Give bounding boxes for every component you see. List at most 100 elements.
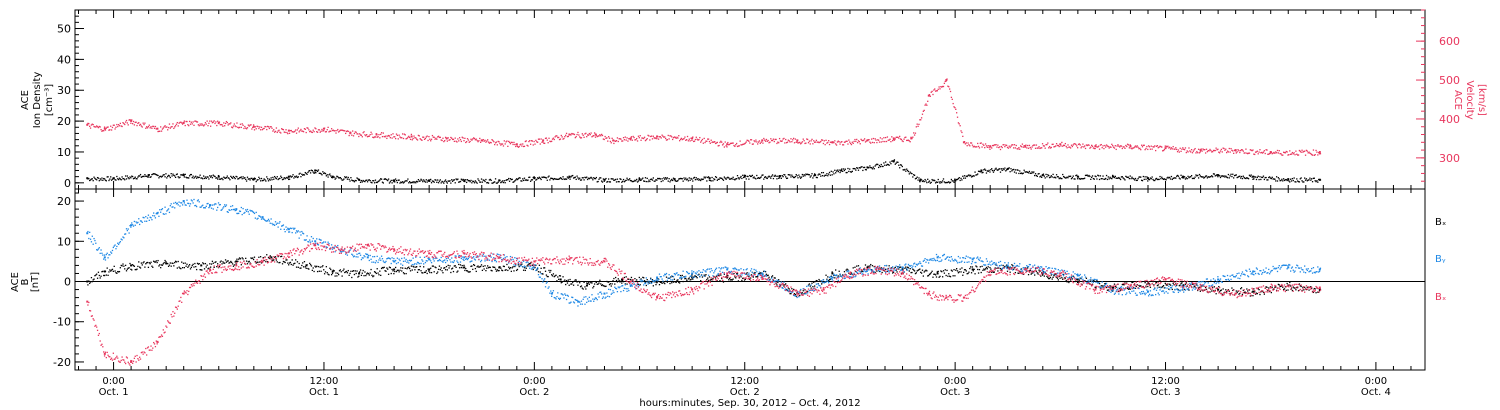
data-dot [972,175,974,177]
data-dot [112,124,114,126]
data-dot [543,176,545,178]
data-dot [1095,175,1097,178]
data-dot [971,266,974,268]
data-dot [322,242,324,244]
data-dot [503,140,505,142]
data-dot [327,241,329,243]
data-dot [926,104,928,106]
data-dot [1009,171,1011,173]
data-point [103,256,106,259]
data-dot [426,272,428,275]
data-dot [1177,149,1180,151]
data-dot [458,255,460,257]
data-dot [553,138,555,141]
data-dot [1098,145,1100,147]
data-dot [846,140,848,142]
tick-label: 30 [57,84,71,97]
data-dot [545,137,548,139]
data-dot [676,180,678,182]
data-dot [1020,145,1022,147]
data-dot [1013,171,1016,173]
data-dot [247,261,249,263]
data-dot [147,125,150,128]
data-dot [552,178,555,181]
data-dot [1140,149,1142,151]
data-dot [236,122,238,124]
data-dot [818,278,820,281]
data-dot [360,134,363,136]
data-dot [870,167,873,169]
data-dot [1083,177,1086,179]
data-dot [182,200,185,202]
data-dot [977,142,979,145]
data-dot [713,178,715,180]
data-dot [145,127,147,129]
data-dot [476,266,478,268]
data-dot [1240,149,1243,151]
data-dot [941,180,944,182]
data-dot [270,177,272,179]
data-dot [1291,151,1294,154]
data-dot [1063,277,1066,279]
data-dot [1003,168,1005,171]
data-dot [1098,282,1101,285]
data-dot [845,269,847,271]
data-dot [360,179,363,182]
data-dot [961,179,963,181]
data-dot [325,246,328,248]
data-dot [1184,283,1187,286]
data-dot [664,177,667,179]
data-dot [1114,175,1116,178]
data-dot [285,259,287,261]
data-dot [286,131,288,134]
data-dot [231,177,234,179]
data-dot [366,136,369,138]
data-dot [245,178,247,181]
data-dot [463,259,465,261]
data-dot [512,181,514,183]
data-dot [320,270,322,272]
data-dot [238,257,241,259]
data-dot [717,178,719,180]
data-dot [785,138,787,141]
data-dot [959,268,961,270]
data-dot [501,143,503,145]
data-dot [963,271,965,274]
data-dot [1087,144,1089,146]
data-dot [849,142,852,145]
data-dot [585,132,587,134]
data-point [831,272,834,275]
data-dot [290,129,292,132]
data-dot [1244,291,1246,293]
data-dot [990,169,992,171]
data-dot [365,253,367,255]
data-dot [256,261,258,263]
data-dot [565,134,567,136]
data-dot [1196,150,1198,153]
data-point [86,232,89,235]
data-dot [754,271,756,274]
data-dot [428,135,430,138]
data-dot [732,142,734,144]
data-dot [1143,144,1145,146]
data-dot [667,134,669,137]
data-dot [1197,287,1200,289]
data-dot [1027,267,1029,269]
data-dot [710,180,712,182]
data-dot [465,267,467,270]
data-dot [1318,290,1321,292]
data-dot [869,141,871,143]
data-dot [571,132,573,135]
data-dot [593,177,596,180]
data-dot [442,272,444,274]
data-dot [503,254,505,256]
data-dot [468,179,470,182]
data-dot [105,274,107,276]
data-dot [914,272,917,275]
data-dot [139,173,142,176]
data-dot [847,167,849,170]
data-dot [789,292,791,295]
data-dot [469,271,471,273]
data-dot [227,260,229,262]
data-dot [1051,143,1053,146]
